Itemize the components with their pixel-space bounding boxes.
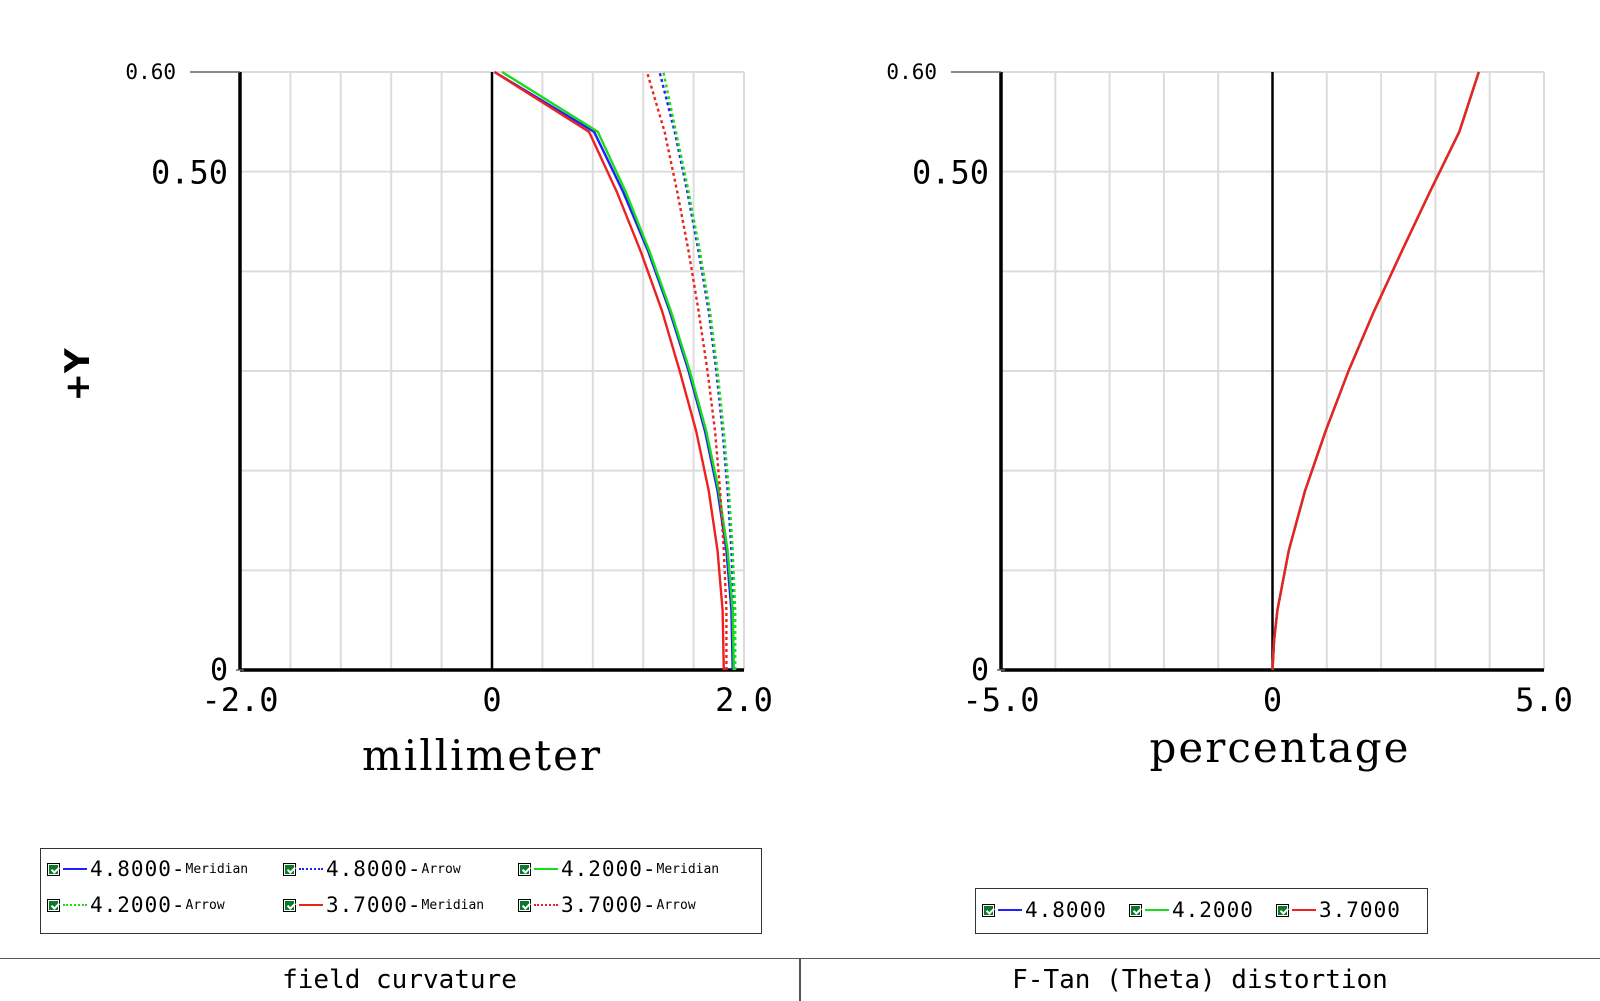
legend-value: 4.8000- xyxy=(326,857,422,881)
caption-field-curvature: field curvature xyxy=(282,965,517,995)
legend-swatch xyxy=(998,909,1022,911)
x-tick-label: 0 xyxy=(1263,681,1282,719)
legend-item-left[interactable]: 4.2000- Meridian xyxy=(518,857,719,881)
y-tick-label: 0 xyxy=(210,653,228,688)
legend-item-left[interactable]: 3.7000- Meridian xyxy=(283,893,484,917)
checkbox-icon[interactable] xyxy=(982,903,995,917)
y-tick-label: 0.60 xyxy=(886,60,937,84)
legend-type: Meridian xyxy=(656,861,720,877)
y-tick-label: 0.50 xyxy=(912,154,989,192)
legend-type: Meridian xyxy=(185,861,249,877)
legend-swatch xyxy=(534,904,558,906)
checkbox-icon[interactable] xyxy=(1129,903,1142,917)
legend-type: Arrow xyxy=(421,861,461,877)
series-line-3-7000-meridian xyxy=(493,70,725,671)
legend-swatch xyxy=(299,904,323,906)
legend-value: 4.2000 xyxy=(1172,898,1254,922)
legend-type: Arrow xyxy=(656,897,696,913)
figure-captions: field curvature F-Tan (Theta) distortion xyxy=(0,958,1600,1001)
caption-divider xyxy=(799,959,801,1001)
legend-value: 4.8000- xyxy=(90,857,186,881)
legend-item-right[interactable]: 3.7000 xyxy=(1276,898,1401,922)
legend-swatch xyxy=(299,868,323,870)
distortion-legend: 4.8000 4.2000 3.7000 xyxy=(975,888,1428,934)
legend-item-right[interactable]: 4.2000 xyxy=(1129,898,1254,922)
legend-item-left[interactable]: 4.8000- Arrow xyxy=(283,857,461,881)
y-tick-label: 0 xyxy=(971,653,989,688)
series-group xyxy=(1271,71,1480,671)
caption-distortion: F-Tan (Theta) distortion xyxy=(1012,965,1388,995)
x-tick-label: 2.0 xyxy=(715,681,773,719)
checkbox-icon[interactable] xyxy=(518,862,531,876)
legend-swatch xyxy=(63,904,87,906)
checkbox-icon[interactable] xyxy=(1276,903,1289,917)
checkbox-icon[interactable] xyxy=(518,898,531,912)
legend-value: 3.7000- xyxy=(561,893,657,917)
legend-value: 4.2000- xyxy=(561,857,657,881)
legend-item-right[interactable]: 4.8000 xyxy=(982,898,1107,922)
legend-value: 4.8000 xyxy=(1025,898,1107,922)
legend-type: Arrow xyxy=(185,897,225,913)
x-tick-label: -2.0 xyxy=(201,681,278,719)
series-group xyxy=(493,70,737,671)
checkbox-icon[interactable] xyxy=(283,862,296,876)
series-line-3-7000 xyxy=(1271,71,1480,671)
checkbox-icon[interactable] xyxy=(47,862,60,876)
legend-swatch xyxy=(1145,909,1169,911)
y-tick-label: 0.50 xyxy=(151,154,228,192)
x-tick-label: 0 xyxy=(482,681,501,719)
legend-swatch xyxy=(1292,909,1316,911)
legend-swatch xyxy=(534,868,558,870)
x-tick-label: -5.0 xyxy=(962,681,1039,719)
legend-item-left[interactable]: 3.7000- Arrow xyxy=(518,893,696,917)
x-axis-label: percentage xyxy=(1150,723,1411,772)
checkbox-icon[interactable] xyxy=(47,898,60,912)
x-axis-label: millimeter xyxy=(362,731,602,780)
legend-value: 3.7000 xyxy=(1319,898,1401,922)
legend-item-left[interactable]: 4.8000- Meridian xyxy=(47,857,248,881)
y-tick-label: 0.60 xyxy=(125,60,176,84)
field-curvature-legend: 4.8000- Meridian 4.8000- Arrow 4.2000- Meridi… xyxy=(40,848,762,934)
legend-swatch xyxy=(63,868,87,870)
series-line-4-2000-meridian xyxy=(501,70,736,671)
legend-item-left[interactable]: 4.2000- Arrow xyxy=(47,893,225,917)
x-tick-label: 5.0 xyxy=(1515,681,1573,719)
legend-value: 3.7000- xyxy=(326,893,422,917)
checkbox-icon[interactable] xyxy=(283,898,296,912)
legend-type: Meridian xyxy=(421,897,485,913)
y-axis-label: +Y xyxy=(58,348,98,401)
legend-value: 4.2000- xyxy=(90,893,186,917)
